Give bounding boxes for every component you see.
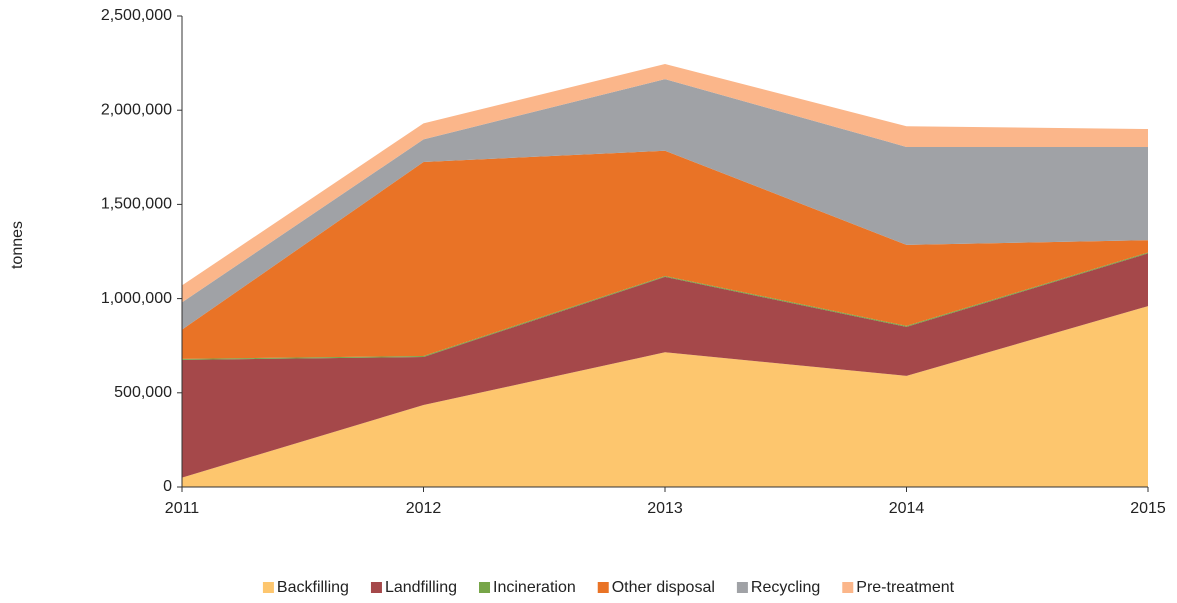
legend-label: Incineration	[493, 579, 576, 596]
legend-swatch	[479, 582, 491, 593]
y-tick-label: 1,500,000	[101, 196, 172, 213]
area	[182, 64, 1148, 303]
y-tick-label: 0	[163, 478, 172, 495]
legend-swatch	[842, 582, 854, 593]
legend-swatch	[262, 582, 274, 593]
area	[182, 253, 1148, 478]
legend-swatch	[370, 582, 382, 593]
legend-swatch	[736, 582, 748, 593]
legend-label: Landfilling	[385, 579, 457, 596]
x-tick-label: 2015	[1130, 500, 1166, 517]
legend-label: Recycling	[751, 579, 820, 596]
x-tick-label: 2014	[889, 500, 925, 517]
area	[182, 79, 1148, 330]
x-tick-label: 2011	[165, 500, 200, 517]
y-tick-label: 2,500,000	[101, 7, 172, 24]
y-axis-label: tonnes	[9, 221, 26, 269]
area	[182, 306, 1148, 487]
y-tick-label: 500,000	[114, 384, 172, 401]
legend-swatch	[597, 582, 609, 593]
legend-label: Pre-treatment	[856, 579, 954, 596]
x-tick-label: 2013	[647, 500, 683, 517]
legend-label: Backfilling	[277, 579, 349, 596]
x-tick-label: 2012	[406, 500, 442, 517]
y-tick-label: 1,000,000	[101, 290, 172, 307]
y-tick-label: 2,000,000	[101, 101, 172, 118]
legend-label: Other disposal	[612, 579, 715, 596]
area	[182, 150, 1148, 359]
